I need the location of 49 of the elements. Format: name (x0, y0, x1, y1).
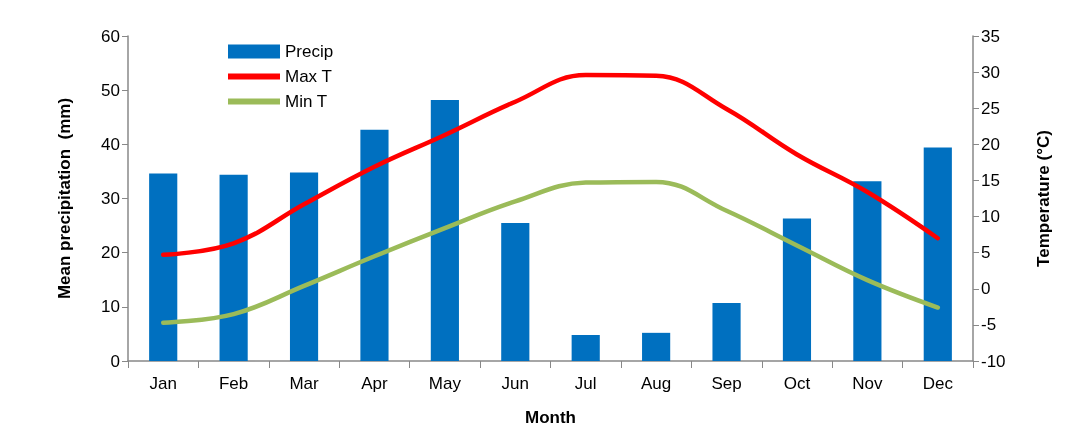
bar (430, 99, 459, 361)
y-tick-label: 10 (101, 297, 120, 317)
bar (923, 147, 952, 361)
y-tick-label: 40 (101, 134, 120, 154)
y-tick-label: 60 (101, 26, 120, 46)
line-series (160, 72, 941, 258)
y2-tick-label: 0 (981, 279, 991, 299)
x-tick-label: Mar (289, 374, 320, 393)
legend-label: Min T (285, 92, 328, 111)
x-tick-label: Dec (922, 374, 954, 393)
y-tick-label: 50 (101, 80, 120, 100)
x-tick-label: Jun (501, 374, 529, 393)
bar (219, 174, 248, 361)
y-tick-label: 30 (101, 189, 120, 208)
bar (642, 332, 671, 361)
y-tick-label: 0 (110, 351, 120, 371)
x-tick-label: Nov (852, 374, 883, 393)
y-tick-label: 20 (101, 243, 120, 263)
bar (712, 303, 741, 361)
y2-tick-label: -10 (981, 351, 1006, 371)
x-axis-title: Month (525, 408, 576, 427)
x-tick-label: Oct (783, 374, 811, 393)
x-tick-label: Aug (641, 374, 672, 393)
y2-tick-label: 5 (981, 243, 991, 263)
y2-tick-label: 25 (981, 98, 1000, 118)
bar (853, 181, 882, 361)
y2-tick-label: 35 (981, 26, 1000, 46)
bar (289, 172, 319, 361)
x-tick-label: Apr (361, 374, 389, 393)
y2-tick-label: 30 (981, 62, 1000, 82)
line-series (160, 179, 941, 325)
y2-tick-label: 15 (981, 170, 1000, 190)
y2-axis-title: Temperature (°C) (1034, 130, 1053, 267)
bar (782, 218, 812, 361)
x-tick-label: Sep (711, 374, 742, 393)
y2-tick-label: -5 (981, 315, 997, 335)
legend-label: Max T (285, 67, 332, 86)
x-tick-label: May (428, 374, 462, 393)
legend-label: Precip (285, 42, 334, 61)
x-tick-label: Jan (149, 374, 177, 393)
bar (501, 222, 530, 361)
x-tick-label: Jul (574, 374, 597, 393)
y2-tick-label: 20 (981, 134, 1000, 154)
bar (571, 335, 600, 361)
y-axis-title: Mean precipitation (mm) (55, 97, 74, 300)
bar (149, 173, 178, 361)
y2-tick-label: 10 (981, 207, 1000, 227)
x-tick-label: Feb (218, 374, 249, 393)
bar (360, 129, 389, 361)
